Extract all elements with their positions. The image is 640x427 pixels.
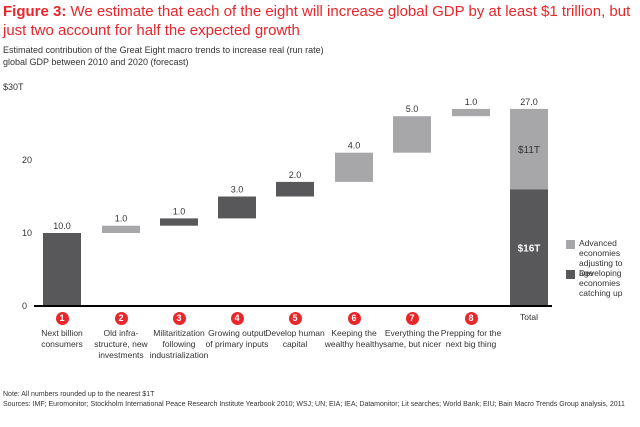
- category-text: Keeping the wealthy healthy: [324, 328, 384, 349]
- y-tick-label: 10: [22, 228, 32, 238]
- waterfall-bar: [393, 116, 431, 153]
- waterfall-bar: [335, 152, 373, 182]
- y-tick-label: 0: [22, 301, 27, 311]
- category-label: 2 Old infra-structure, new investments: [89, 312, 153, 361]
- category-label: 5 Develop human capital: [263, 312, 327, 350]
- category-number-badge: 2: [114, 312, 128, 325]
- legend-label-developing: Developing economies catching up: [579, 268, 623, 298]
- total-bar-segment: [510, 108, 548, 190]
- category-number-badge: 4: [230, 312, 244, 325]
- category-label: 8 Prepping for the next big thing: [439, 312, 503, 350]
- category-number-badge: 7: [405, 312, 419, 325]
- chart-subtitle: Estimated contribution of the Great Eigh…: [3, 45, 324, 67]
- value-label: 4.0: [348, 141, 361, 151]
- total-segment-label: $16T: [518, 244, 541, 255]
- category-number-badge: 1: [55, 312, 69, 325]
- category-text: Old infra-structure, new investments: [94, 328, 148, 360]
- category-text: Everything the same, but nicer: [382, 328, 442, 349]
- category-number-badge: 6: [347, 312, 361, 325]
- category-label: 7 Everything the same, but nicer: [380, 312, 444, 350]
- figure-title: Figure 3: We estimate that each of the e…: [3, 2, 639, 40]
- figure-title-text: We estimate that each of the eight will …: [3, 3, 631, 39]
- category-text: Total: [520, 312, 538, 322]
- legend-label-advanced: Advanced economies adjusting to age: [579, 238, 623, 278]
- waterfall-bar: [160, 218, 198, 226]
- y-tick-label: $30T: [3, 82, 24, 92]
- total-segment-label: $11T: [518, 145, 540, 156]
- category-label: 1 Next billion consumers: [30, 312, 94, 350]
- waterfall-bar: [43, 233, 81, 306]
- waterfall-bar: [452, 108, 490, 117]
- y-tick-label: 20: [22, 155, 32, 165]
- category-text: Militaritization following industrializa…: [149, 328, 209, 360]
- category-label: 6 Keeping the wealthy healthy: [322, 312, 386, 350]
- total-bar-segment: [510, 189, 548, 306]
- category-text: Next billion consumers: [41, 328, 83, 349]
- chart-notes: Note: All numbers rounded up to the near…: [3, 390, 639, 410]
- figure-number: Figure 3:: [3, 3, 67, 20]
- value-label: 3.0: [231, 185, 244, 195]
- value-label: 2.0: [289, 170, 302, 180]
- legend-swatch-developing: [566, 270, 575, 279]
- category-text: Growing output of primary inputs: [205, 328, 269, 349]
- category-number-badge: 8: [464, 312, 478, 325]
- waterfall-bar: [102, 225, 140, 233]
- category-label: Total: [497, 312, 561, 323]
- category-number-badge: 3: [172, 312, 186, 325]
- value-label: 1.0: [465, 97, 478, 107]
- value-label: 27.0: [520, 97, 538, 107]
- value-label: 5.0: [406, 104, 419, 114]
- waterfall-bar: [276, 181, 314, 197]
- category-number-badge: 5: [288, 312, 302, 325]
- note-text: Note: All numbers rounded up to the near…: [3, 391, 155, 398]
- category-label: 3 Militaritization following industrializ…: [147, 312, 211, 361]
- sources-text: Sources: IMF; Euromonitor; Stockholm Int…: [3, 401, 625, 408]
- category-text: Prepping for the next big thing: [440, 328, 502, 349]
- category-text: Develop human capital: [265, 328, 325, 349]
- value-label: 10.0: [53, 221, 71, 231]
- legend-swatch-advanced: [566, 240, 575, 249]
- category-label: 4 Growing output of primary inputs: [205, 312, 269, 350]
- value-label: 1.0: [115, 214, 128, 224]
- waterfall-bar: [218, 196, 256, 219]
- value-label: 1.0: [173, 206, 186, 216]
